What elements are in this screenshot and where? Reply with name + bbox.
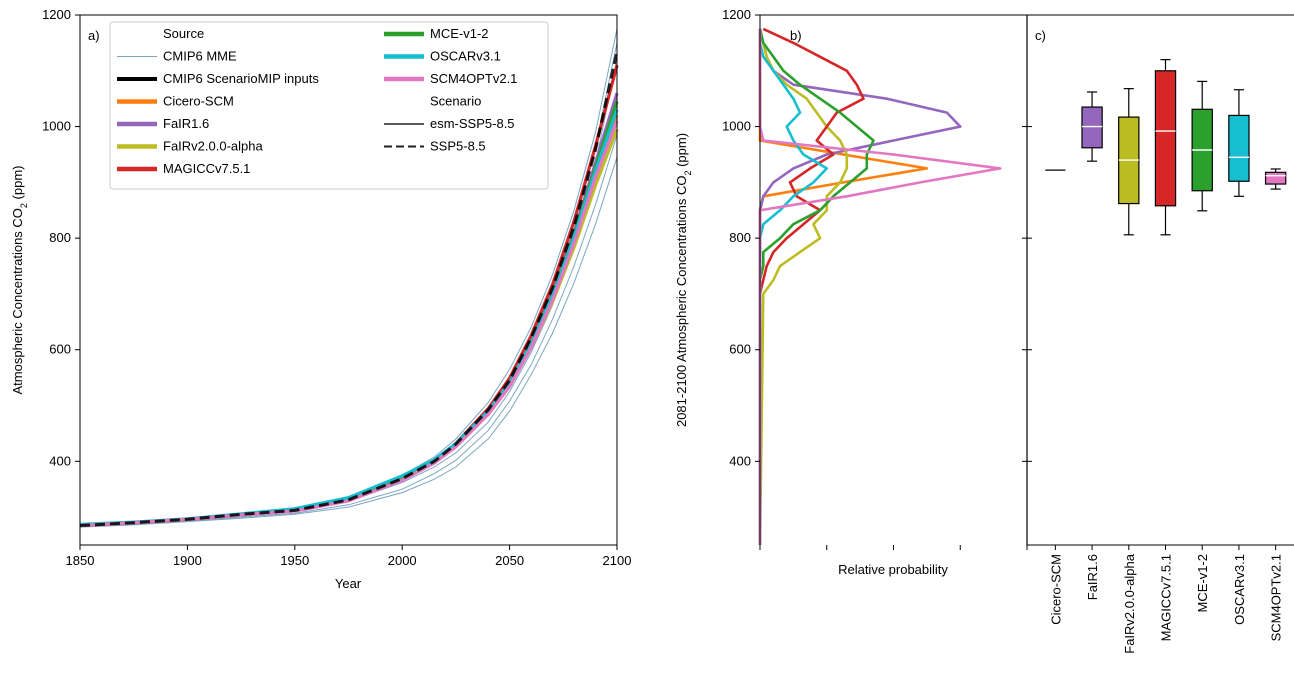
y-tick-label-400: 400 <box>49 453 71 468</box>
c-x-tick-label-fair1-6: FaIR1.6 <box>1085 554 1100 600</box>
box-fair1-6 <box>1081 106 1103 149</box>
legend-label-esm-ssp5-8-5: esm-SSP5-8.5 <box>430 116 515 131</box>
panel-b-y-axis-title: 2081-2100 Atmospheric Concentrations CO2… <box>674 133 693 427</box>
panel-c-x-axis: Cicero-SCM FaIR1.6 FaIRv2.0.0-alpha MAGICCv… <box>1048 545 1284 654</box>
c-x-tick-label-magiccv7-5-1: MAGICCv7.5.1 <box>1159 554 1174 641</box>
panel-a-y-axis: 400 600 800 1000 1200 <box>42 7 80 468</box>
panel-b-plot-area <box>758 27 1002 546</box>
y-tick-label-600: 600 <box>49 342 71 357</box>
legend-box <box>109 21 549 190</box>
panel-a-x-axis-title: Year <box>335 576 362 591</box>
c-x-tick-label-oscarv3-1: OSCARv3.1 <box>1232 554 1247 625</box>
density-line-oscarv3-1 <box>758 28 829 545</box>
legend-label-scenario: Scenario <box>430 94 481 109</box>
y-tick-label-1000: 1000 <box>42 119 71 134</box>
legend-label-oscarv3-1: OSCARv3.1 <box>430 49 501 64</box>
density-line-mce-v1-2 <box>758 28 875 545</box>
x-tick-label-2100: 2100 <box>603 553 632 568</box>
c-x-tick-label-cicero-scm: Cicero-SCM <box>1048 554 1063 625</box>
panel-b-y-axis-title-main: 2081-2100 Atmospheric Concentrations CO <box>674 176 689 427</box>
x-tick-label-1950: 1950 <box>280 553 309 568</box>
panel-c-box-plot: Cicero-SCM FaIR1.6 FaIRv2.0.0-alpha MAGICCv… <box>1027 14 1294 654</box>
box-oscarv3-1 <box>1228 114 1250 182</box>
legend-label-fair1-6: FaIR1.6 <box>163 116 209 131</box>
panel-a-y-axis-title: Atmospheric Concentrations CO2 (ppm) <box>10 166 29 395</box>
c-x-tick-label-fairv2-0-0-alpha: FaIRv2.0.0-alpha <box>1122 553 1137 653</box>
panel-b-x-axis <box>759 545 1028 550</box>
legend-label-magiccv7-5-1: MAGICCv7.5.1 <box>163 161 250 176</box>
series-line-cmip6-scenariomip-inputs <box>79 50 619 527</box>
panel-a-plot-area <box>79 28 619 528</box>
b-y-tick-label-400: 400 <box>729 453 751 468</box>
legend-label-cicero-scm: Cicero-SCM <box>163 94 234 109</box>
panel-a-line-chart: 1850 1900 1950 2000 2050 2100 400 600 800 1000 12… <box>10 7 631 591</box>
panel-a-y-axis-title-main: Atmospheric Concentrations CO <box>10 208 25 394</box>
panel-c-label: c) <box>1035 28 1046 43</box>
density-line-fair1-6 <box>758 28 962 545</box>
legend-label-mce-v1-2: MCE-v1-2 <box>430 26 489 41</box>
y-tick-label-1200: 1200 <box>42 7 71 22</box>
b-y-tick-label-1200: 1200 <box>722 7 751 22</box>
x-tick-label-1850: 1850 <box>66 553 95 568</box>
panel-c-y-axis <box>1027 14 1032 462</box>
panel-b-y-axis-title-subscript: 2 <box>683 171 693 176</box>
x-tick-label-2050: 2050 <box>495 553 524 568</box>
mme-member-line-5 <box>79 134 618 528</box>
mme-member-line-6 <box>79 157 618 528</box>
panel-a-frame <box>79 14 618 546</box>
x-tick-label-2000: 2000 <box>388 553 417 568</box>
series-line-scm4optv2-1 <box>79 120 619 528</box>
legend-label-scm4optv2-1: SCM4OPTv2.1 <box>430 71 517 86</box>
c-x-tick-label-scm4optv2-1: SCM4OPTv2.1 <box>1269 554 1284 641</box>
legend-label-source: Source <box>163 26 204 41</box>
panel-a-label: a) <box>88 28 100 43</box>
legend-label-ssp5-8-5: SSP5-8.5 <box>430 139 486 154</box>
density-line-cicero-scm <box>758 28 929 545</box>
c-x-tick-label-mce-v1-2: MCE-v1-2 <box>1195 554 1210 613</box>
legend-label-cmip6-mme: CMIP6 MME <box>163 49 237 64</box>
b-y-tick-label-800: 800 <box>729 230 751 245</box>
box-scm4optv2-1 <box>1264 171 1287 185</box>
legend-label-fairv2-0-0-alpha: FaIRv2.0.0-alpha <box>163 139 263 154</box>
box-magiccv7-5-1 <box>1154 70 1177 207</box>
panel-b-label: b) <box>790 28 802 43</box>
panel-b-density-chart: 400 600 800 1000 1200 b) Relative probabilit… <box>674 7 1028 577</box>
panel-a-x-axis: 1850 1900 1950 2000 2050 2100 <box>66 545 632 568</box>
y-tick-label-800: 800 <box>49 230 71 245</box>
b-y-tick-label-1000: 1000 <box>722 119 751 134</box>
density-line-fairv2-0-0-alpha <box>758 28 849 546</box>
panel-a-y-axis-title-subscript: 2 <box>19 203 29 208</box>
x-tick-label-1900: 1900 <box>173 553 202 568</box>
panel-c-plot-area <box>1045 59 1287 236</box>
panel-b-x-axis-title: Relative probability <box>838 562 948 577</box>
panel-b-y-axis-title-unit: (ppm) <box>674 133 689 171</box>
density-line-magiccv7-5-1 <box>758 27 865 545</box>
panel-a-y-axis-title-unit: (ppm) <box>10 166 25 204</box>
panel-a-legend: Source CMIP6 MME CMIP6 ScenarioMIP inputs C… <box>109 21 549 190</box>
legend-label-cmip6-scenariomip-inputs: CMIP6 ScenarioMIP inputs <box>163 71 319 86</box>
panel-b-y-axis: 400 600 800 1000 1200 <box>722 7 1027 468</box>
b-y-tick-label-600: 600 <box>729 342 751 357</box>
